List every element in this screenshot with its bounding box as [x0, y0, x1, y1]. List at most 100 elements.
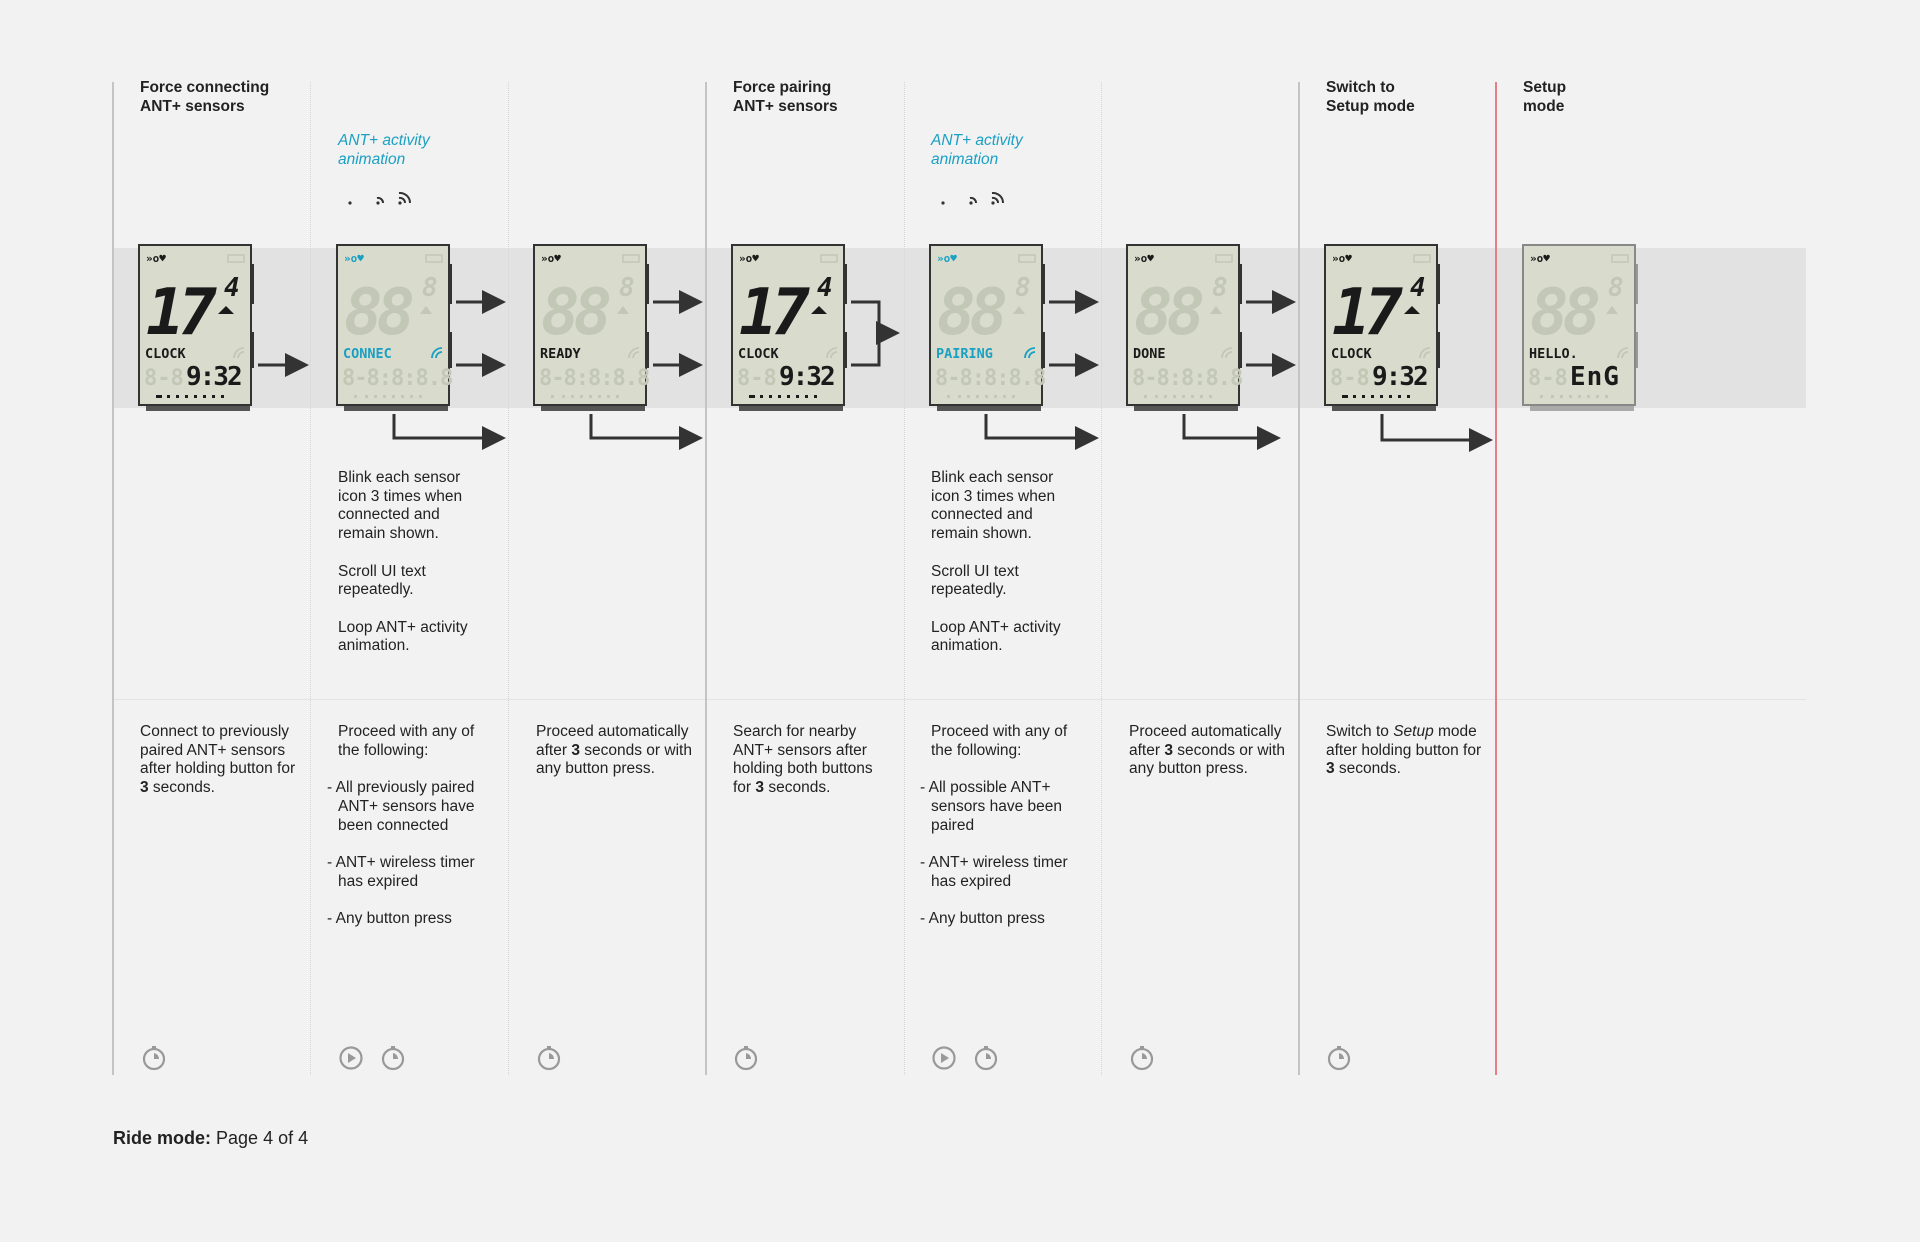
desc-bullet: - All previously paired ANT+ sensors hav… — [327, 779, 475, 834]
timer-icon — [1327, 1046, 1351, 1071]
device-screen-hello: »o♥ 88 8 HELLO. 8-8 EnG — [1522, 244, 1638, 412]
sensor-status-icons: »o♥ — [1134, 252, 1154, 265]
desc-bullet: - All possible ANT+ sensors have been pa… — [920, 779, 1062, 834]
device-button-bottom — [646, 332, 649, 368]
desc-bullet: - Any button press — [327, 909, 452, 927]
step-description: Proceed with any of the following: - All… — [920, 723, 1091, 947]
footer-page: Page 4 of 4 — [216, 1128, 309, 1148]
svg-text:8-8:8:8.8: 8-8:8:8.8 — [1132, 366, 1242, 391]
speed-digits: 88 — [937, 276, 1006, 350]
ant-signal-icon — [628, 347, 640, 359]
note-text: Loop ANT+ activity animation. — [931, 618, 1061, 655]
footer-label: Ride mode: — [113, 1128, 212, 1148]
desc-emphasis: Setup — [1393, 723, 1434, 740]
svg-text:8-8:8:8.8: 8-8:8:8.8 — [342, 366, 452, 391]
svg-text:8-8:8:8.8: 8-8:8:8.8 — [935, 366, 1045, 391]
mode-boundary-divider — [1495, 82, 1497, 1075]
clock-time: 9:32 — [1372, 362, 1427, 392]
desc-text: Search for nearby ANT+ sensors after hol… — [733, 723, 873, 797]
speed-decimal: 4 — [1410, 273, 1426, 303]
desc-bullet: - Any button press — [920, 909, 1045, 927]
desc-emphasis: 3 — [1326, 760, 1335, 778]
column-title: Setup mode — [1523, 79, 1567, 115]
sensor-status-icons: »o♥ — [146, 252, 166, 265]
device-button-top — [844, 264, 847, 304]
step-description: Proceed with any of the following: - All… — [327, 723, 498, 947]
device-button-top — [449, 264, 452, 304]
desc-text: Proceed automatically after — [1129, 723, 1282, 759]
lcd-label: CLOCK — [738, 346, 780, 362]
speed-digits: 88 — [1530, 276, 1599, 350]
timer-icon — [734, 1046, 758, 1071]
animation-title: ANT+ activity animation — [931, 132, 1023, 168]
clock-time: 9:32 — [779, 362, 834, 392]
note-text: Blink each sensor icon 3 times when conn… — [338, 469, 463, 543]
battery-icon — [820, 254, 838, 263]
device-button-bottom — [1042, 332, 1045, 368]
timer-icon — [974, 1046, 998, 1071]
note-text: Scroll UI text repeatedly. — [338, 562, 426, 599]
desc-lead: Proceed with any of the following: — [931, 723, 1068, 759]
speed-digits: 88 — [344, 276, 413, 350]
desc-text: seconds. — [1334, 760, 1401, 778]
timer-icon — [537, 1046, 561, 1071]
desc-text: mode after holding button for — [1326, 723, 1482, 759]
device-button-bottom — [844, 332, 847, 368]
speed-decimal: 8 — [1015, 273, 1031, 303]
device-screen-pairing: »o♥ 88 8 PAIRING 8-8:8:8.8 — [929, 244, 1046, 412]
speed-decimal: 8 — [1212, 273, 1228, 303]
lcd-label: CONNEC — [343, 346, 392, 362]
step-description: Connect to previously paired ANT+ sensor… — [140, 723, 300, 798]
desc-text: Proceed automatically after — [536, 723, 689, 759]
ant-signal-icon — [1617, 347, 1629, 359]
sensor-status-icons: »o♥ — [1332, 252, 1352, 265]
device-screen-done: »o♥ 88 8 DONE 8-8:8:8.8 — [1126, 244, 1243, 412]
battery-icon — [1611, 254, 1629, 263]
speed-digits: 88 — [541, 276, 610, 350]
battery-icon — [1413, 254, 1431, 263]
lcd-label: DONE — [1133, 346, 1166, 362]
sensor-status-icons: »o♥ — [937, 252, 957, 265]
svg-text:8-8:8:8.8: 8-8:8:8.8 — [539, 366, 649, 391]
desc-emphasis: 3 — [571, 741, 580, 759]
speed-digits: 17 — [146, 276, 218, 350]
note-text: Scroll UI text repeatedly. — [931, 562, 1019, 599]
clock-time: 9:32 — [186, 362, 241, 392]
device-button-top — [251, 264, 254, 304]
ant-signal-icon — [1221, 347, 1233, 359]
column-title: Force pairing ANT+ sensors — [733, 79, 838, 115]
battery-icon — [227, 254, 245, 263]
sensor-status-icons: »o♥ — [739, 252, 759, 265]
battery-icon — [622, 254, 640, 263]
desc-bullet: - ANT+ wireless timer has expired — [327, 853, 475, 890]
device-screen-clock: »o♥ 17 4 CLOCK 8-8 9:32 — [138, 244, 254, 412]
speed-decimal: 8 — [1608, 273, 1624, 303]
play-icon — [932, 1046, 956, 1070]
speed-decimal: 8 — [422, 273, 438, 303]
svg-text:8-8: 8-8 — [737, 366, 777, 391]
timer-icon — [142, 1046, 166, 1071]
trend-up-icon — [811, 306, 827, 314]
svg-text:8-8: 8-8 — [1330, 366, 1370, 391]
battery-icon — [1215, 254, 1233, 263]
column-divider — [508, 82, 509, 1075]
device-screen-ready: »o♥ 88 8 READY 8-8:8:8.8 — [533, 244, 650, 412]
desc-text: seconds. — [764, 779, 831, 797]
device-screen-connecting: »o♥ 88 8 CONNEC 8-8:8:8.8 — [336, 244, 453, 412]
speed-decimal: 4 — [224, 273, 240, 303]
column-divider — [1298, 82, 1300, 1075]
animation-notes: Blink each sensor icon 3 times when conn… — [338, 469, 488, 675]
page-footer: Ride mode: Page 4 of 4 — [113, 1128, 308, 1149]
ant-signal-icon — [826, 347, 838, 359]
speed-digits: 88 — [1134, 276, 1203, 350]
device-button-bottom — [449, 332, 452, 368]
column-divider — [112, 82, 114, 1075]
trend-up-icon — [1404, 306, 1420, 314]
desc-emphasis: 3 — [1164, 741, 1173, 759]
speed-decimal: 4 — [817, 273, 833, 303]
step-description: Search for nearby ANT+ sensors after hol… — [733, 723, 893, 798]
column-divider — [705, 82, 707, 1075]
step-description: Proceed automatically after 3 seconds or… — [1129, 723, 1289, 779]
desc-text: Switch to — [1326, 723, 1394, 740]
svg-text:8-8: 8-8 — [144, 366, 184, 391]
